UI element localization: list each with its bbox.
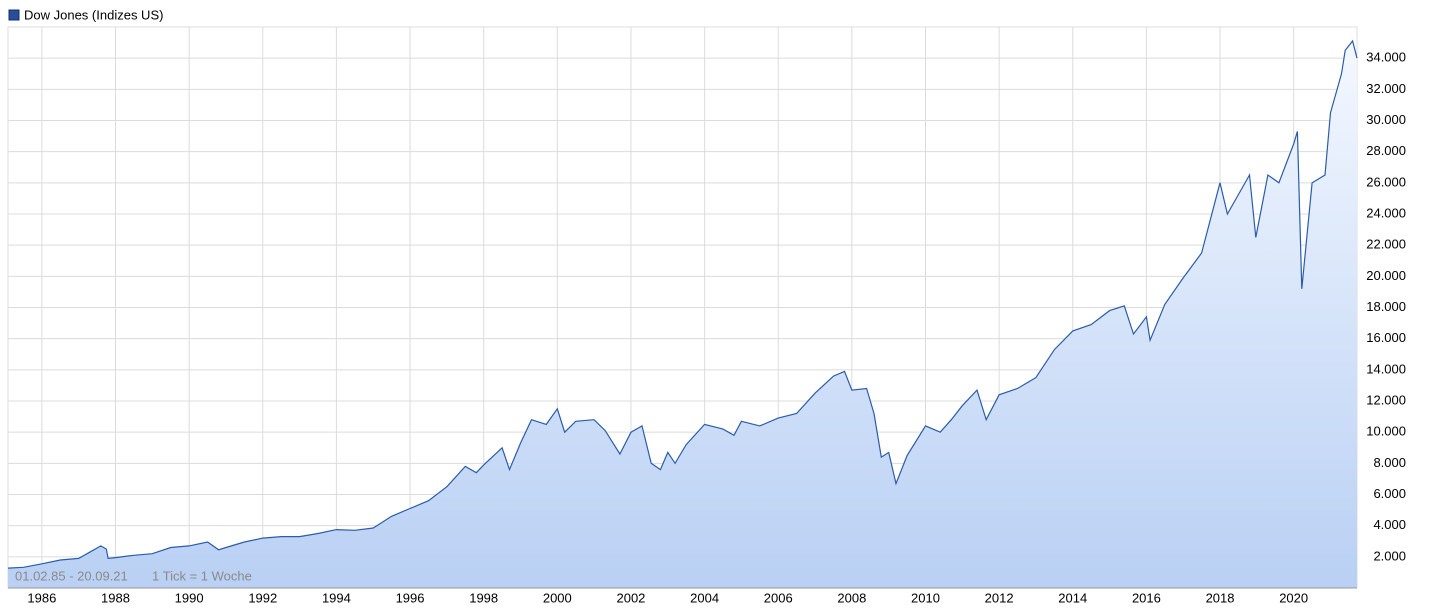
x-tick-label: 2002 bbox=[616, 590, 645, 605]
x-tick-label: 2020 bbox=[1279, 590, 1308, 605]
area-fill bbox=[8, 41, 1357, 588]
x-tick-label: 1994 bbox=[322, 590, 351, 605]
x-tick-label: 2014 bbox=[1058, 590, 1087, 605]
x-tick-label: 2000 bbox=[543, 590, 572, 605]
footnote: 1 Tick = 1 Woche bbox=[152, 568, 252, 583]
y-tick-label: 8.000 bbox=[1373, 455, 1406, 470]
y-tick-label: 30.000 bbox=[1366, 112, 1406, 127]
x-tick-label: 2004 bbox=[690, 590, 719, 605]
x-tick-label: 1998 bbox=[469, 590, 498, 605]
x-tick-label: 1992 bbox=[248, 590, 277, 605]
y-tick-label: 28.000 bbox=[1366, 143, 1406, 158]
x-tick-label: 2010 bbox=[911, 590, 940, 605]
y-tick-label: 24.000 bbox=[1366, 205, 1406, 220]
x-tick-label: 1990 bbox=[175, 590, 204, 605]
line bbox=[7, 39, 1358, 569]
x-tick-label: 2018 bbox=[1206, 590, 1235, 605]
y-tick-label: 18.000 bbox=[1366, 299, 1406, 314]
y-tick-label: 6.000 bbox=[1373, 486, 1406, 501]
y-tick-label: 20.000 bbox=[1366, 268, 1406, 283]
x-tick-label: 2012 bbox=[985, 590, 1014, 605]
x-tick-label: 1996 bbox=[396, 590, 425, 605]
x-tick-label: 1986 bbox=[27, 590, 56, 605]
y-tick-label: 22.000 bbox=[1366, 237, 1406, 252]
x-tick-label: 2016 bbox=[1132, 590, 1161, 605]
y-tick-label: 10.000 bbox=[1366, 424, 1406, 439]
footnote: 01.02.85 - 20.09.21 bbox=[15, 568, 128, 583]
y-tick-label: 16.000 bbox=[1366, 330, 1406, 345]
y-tick-label: 14.000 bbox=[1366, 361, 1406, 376]
y-tick-label: 4.000 bbox=[1373, 517, 1406, 532]
legend-label: Dow Jones (Indizes US) bbox=[24, 7, 163, 22]
x-tick-label: 2008 bbox=[837, 590, 866, 605]
y-tick-label: 34.000 bbox=[1366, 50, 1406, 65]
y-tick-label: 32.000 bbox=[1366, 81, 1406, 96]
y-tick-label: 12.000 bbox=[1366, 392, 1406, 407]
y-tick-label: 2.000 bbox=[1373, 548, 1406, 563]
y-tick-label: 26.000 bbox=[1366, 174, 1406, 189]
x-tick-label: 1988 bbox=[101, 590, 130, 605]
x-tick-label: 2006 bbox=[764, 590, 793, 605]
legend-swatch bbox=[8, 9, 20, 21]
